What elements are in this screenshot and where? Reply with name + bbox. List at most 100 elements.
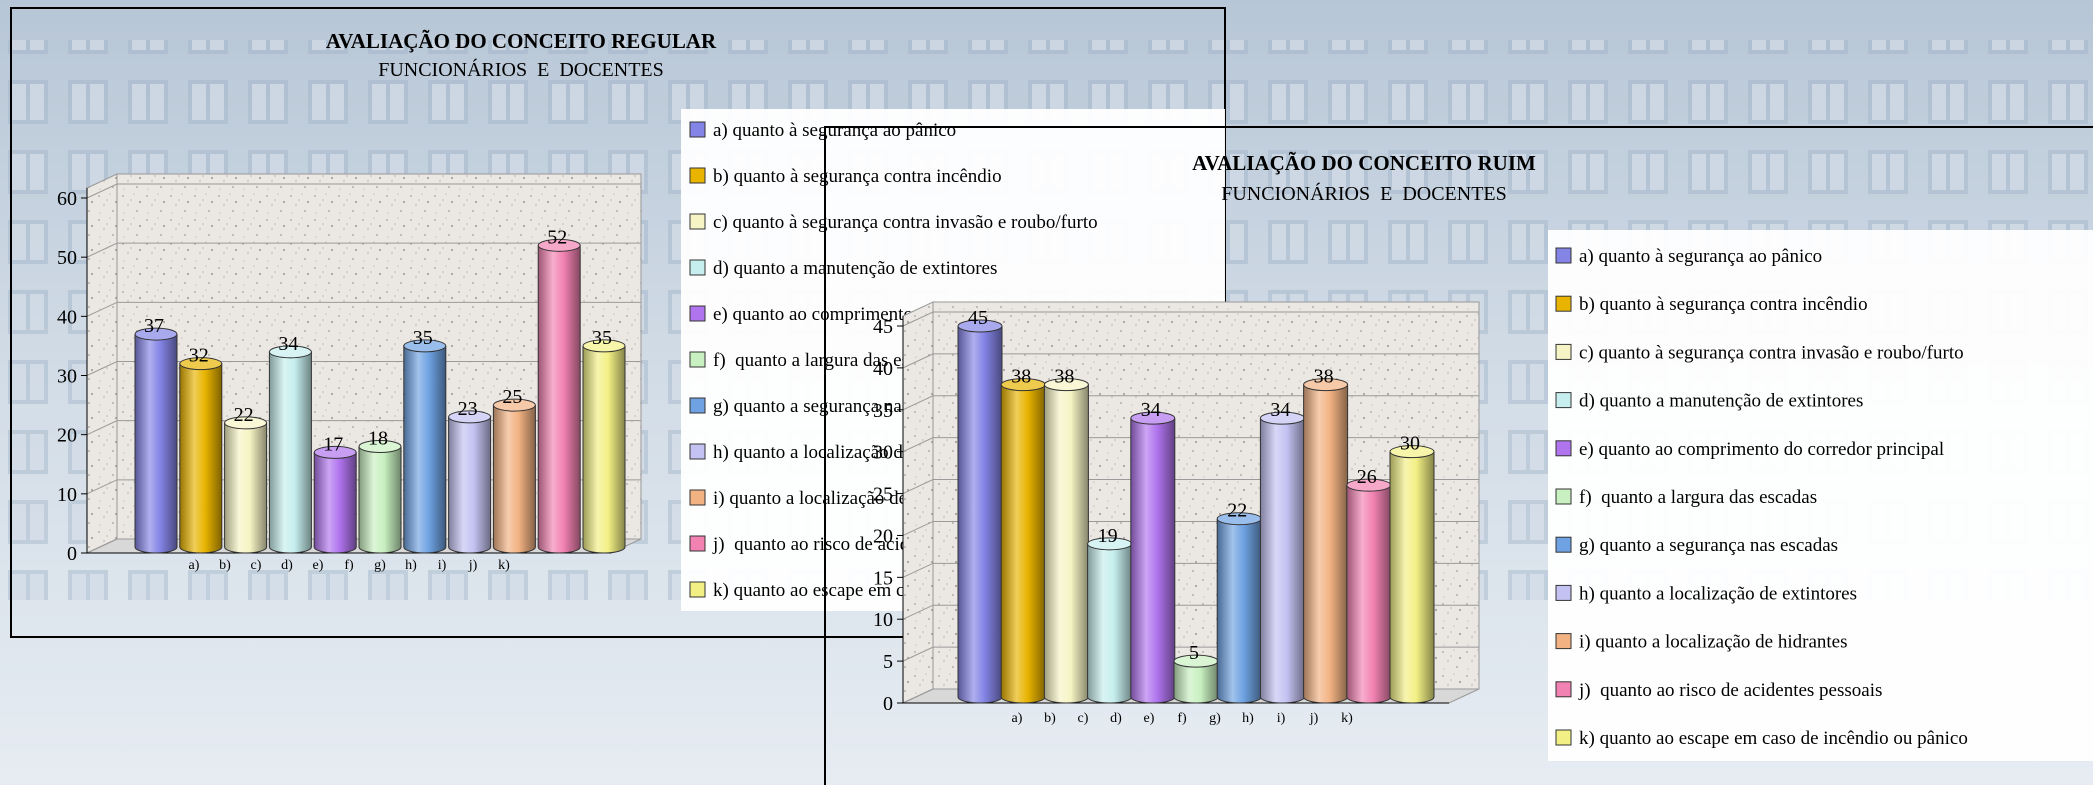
bar: [135, 328, 177, 553]
bar: [314, 446, 356, 553]
chart-subtitle: FUNCIONÁRIOS E DOCENTES: [1221, 182, 1507, 205]
bar: [493, 399, 535, 553]
value-label: 32: [189, 345, 209, 367]
x-tick-label: j): [1309, 711, 1319, 726]
legend-label: d) quanto a manutenção de extintores: [713, 258, 997, 279]
value-label: 52: [547, 226, 567, 248]
legend-label: a) quanto à segurança ao pânico: [713, 120, 956, 141]
legend-label: h) quanto a localização de extintores: [1579, 583, 1857, 604]
x-tick-label: b): [219, 558, 231, 573]
y-tick-label: 40: [873, 358, 893, 380]
bar: [1217, 513, 1261, 703]
x-tick-label: e): [1144, 711, 1155, 726]
legend-swatch: [1556, 344, 1571, 359]
y-tick-label: 60: [57, 188, 77, 210]
legend-swatch: [690, 306, 705, 321]
legend-swatch: [1556, 585, 1571, 600]
legend-label: b) quanto à segurança contra incêndio: [1579, 294, 1868, 315]
x-tick-label: g): [374, 558, 386, 573]
legend-label: g) quanto a segurança nas escadas: [1579, 535, 1838, 556]
bar: [359, 441, 401, 554]
bar: [1260, 412, 1304, 703]
legend-swatch: [690, 168, 705, 183]
y-tick-label: 50: [57, 247, 77, 269]
legend-label: e) quanto ao comprimento do corredor pri…: [1579, 439, 1944, 460]
slide: a) quanto à segurança ao pânico b) quanto…: [0, 0, 2093, 785]
y-tick-label: 35: [873, 400, 893, 422]
y-tick-label: 20: [873, 525, 893, 547]
chart-title: AVALIAÇÃO DO CONCEITO REGULAR: [326, 29, 717, 53]
bar: [404, 340, 446, 553]
bar: [538, 239, 580, 553]
value-label: 35: [413, 327, 433, 349]
value-label: 38: [1054, 366, 1074, 388]
bar: [269, 346, 311, 553]
legend-swatch: [690, 490, 705, 505]
bar: [1088, 538, 1132, 703]
legend-swatch: [1556, 634, 1571, 649]
x-tick-label: h): [405, 558, 417, 573]
legend-label: c) quanto à segurança contra invasão e r…: [713, 212, 1098, 233]
bar: [180, 358, 222, 553]
y-tick-label: 15: [873, 567, 893, 589]
legend-label: b) quanto à segurança contra incêndio: [713, 166, 1002, 187]
legend-label: j) quanto ao risco de acidentes pessoais: [1578, 680, 1882, 701]
x-tick-label: g): [1209, 711, 1221, 726]
x-tick-label: c): [251, 558, 262, 573]
x-tick-label: d): [1110, 711, 1122, 726]
legend-label: a) quanto à segurança ao pânico: [1579, 246, 1822, 267]
legend-label: i) quanto a localização de hidrantes: [1579, 632, 1848, 653]
bar: [225, 417, 267, 553]
value-label: 22: [1227, 500, 1247, 522]
y-tick-label: 0: [67, 543, 77, 565]
legend-swatch: [1556, 537, 1571, 552]
y-tick-label: 45: [873, 316, 893, 338]
legend-label: k) quanto ao escape em caso de incêndio …: [1579, 728, 1968, 749]
y-tick-label: 30: [873, 442, 893, 464]
value-label: 34: [1141, 399, 1161, 421]
value-label: 34: [1270, 399, 1290, 421]
legend-swatch: [690, 214, 705, 229]
value-label: 37: [144, 315, 164, 337]
value-label: 38: [1011, 366, 1031, 388]
plot-side-wall: [903, 302, 933, 703]
x-tick-label: f): [344, 558, 354, 573]
x-tick-label: a): [1012, 711, 1023, 726]
chart-subtitle: FUNCIONÁRIOS E DOCENTES: [378, 58, 664, 81]
x-tick-label: i): [1277, 711, 1286, 726]
y-tick-label: 25: [873, 484, 893, 506]
value-label: 45: [968, 307, 988, 329]
value-label: 22: [234, 404, 254, 426]
bar: [1347, 479, 1391, 703]
legend-label: f) quanto a largura das escadas: [1579, 487, 1817, 508]
x-tick-label: c): [1078, 711, 1089, 726]
legend-swatch: [690, 444, 705, 459]
x-tick-label: e): [313, 558, 324, 573]
legend-swatch: [1556, 682, 1571, 697]
x-tick-label: h): [1242, 711, 1254, 726]
x-tick-label: b): [1044, 711, 1056, 726]
value-label: 38: [1314, 366, 1334, 388]
y-tick-label: 10: [57, 484, 77, 506]
legend-label: d) quanto a manutenção de extintores: [1579, 391, 1863, 412]
legend-swatch: [690, 398, 705, 413]
value-label: 5: [1189, 642, 1199, 664]
y-tick-label: 40: [57, 306, 77, 328]
legend-swatch: [690, 352, 705, 367]
value-label: 26: [1357, 466, 1377, 488]
y-tick-label: 30: [57, 366, 77, 388]
value-label: 23: [458, 398, 478, 420]
legend-swatch: [690, 122, 705, 137]
legend-swatch: [1556, 296, 1571, 311]
x-tick-label: d): [281, 558, 293, 573]
chart-title: AVALIAÇÃO DO CONCEITO RUIM: [1192, 151, 1536, 175]
x-tick-label: k): [498, 558, 510, 573]
x-tick-label: k): [1341, 711, 1353, 726]
value-label: 30: [1400, 433, 1420, 455]
value-label: 34: [278, 333, 298, 355]
legend-swatch: [690, 260, 705, 275]
y-tick-label: 20: [57, 425, 77, 447]
bar: [1001, 379, 1045, 703]
y-tick-label: 5: [883, 651, 893, 673]
bar: [583, 340, 625, 553]
